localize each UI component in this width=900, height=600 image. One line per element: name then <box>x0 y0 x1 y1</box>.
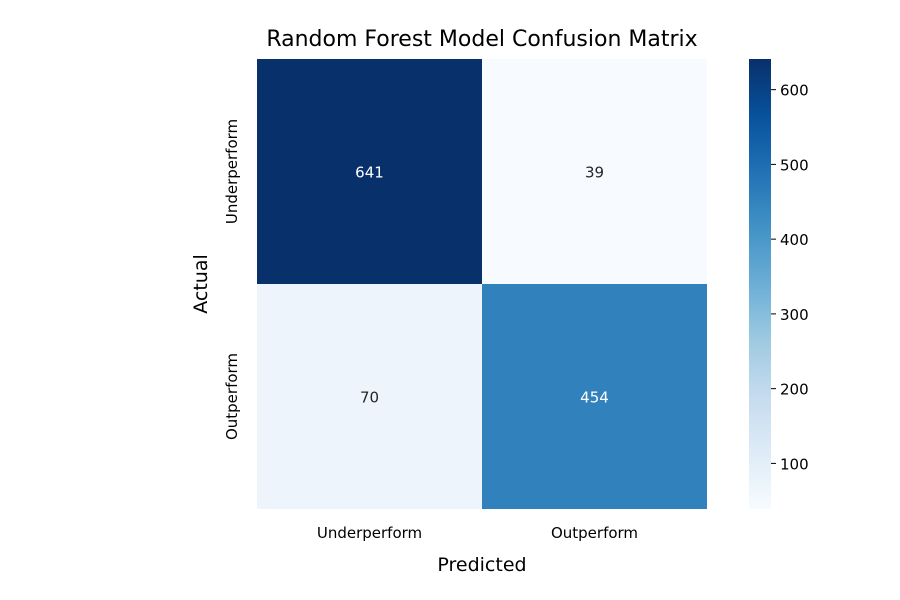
y-tick-label-1: Outperform <box>223 353 241 440</box>
heatmap-cell-r0-c0 <box>257 59 482 284</box>
x-tick-labels: Underperform Outperform <box>317 524 638 542</box>
colorbar-tick-label-1: 200 <box>780 381 809 399</box>
heatmap-cell-r1-c1 <box>482 284 707 509</box>
colorbar-tick-label-2: 300 <box>780 306 809 324</box>
cell-value-r0-c0: 641 <box>355 164 384 182</box>
chart-title: Random Forest Model Confusion Matrix <box>266 27 697 52</box>
cell-value-r0-c1: 39 <box>585 164 604 182</box>
cell-value-r1-c1: 454 <box>580 389 609 407</box>
y-tick-label-0: Underperform <box>223 119 241 224</box>
x-tick-label-0: Underperform <box>317 524 422 542</box>
colorbar-tick-label-3: 400 <box>780 231 809 249</box>
heatmap-cells <box>257 59 707 509</box>
y-axis-label: Actual <box>190 254 212 314</box>
x-axis-label: Predicted <box>437 554 526 576</box>
colorbar <box>749 59 771 509</box>
heatmap-cell-r0-c1 <box>482 59 707 284</box>
x-tick-label-1: Outperform <box>551 524 638 542</box>
cell-value-r1-c0: 70 <box>360 389 379 407</box>
heatmap-cell-labels: 641 39 70 454 <box>355 164 609 407</box>
heatmap-cell-r1-c0 <box>257 284 482 509</box>
colorbar-tick-label-5: 600 <box>780 82 809 100</box>
colorbar-tick-label-4: 500 <box>780 156 809 174</box>
colorbar-ticks: 100 200 300 400 500 600 <box>771 82 809 473</box>
colorbar-tick-label-0: 100 <box>780 455 809 473</box>
y-tick-labels: Underperform Outperform <box>223 119 241 440</box>
